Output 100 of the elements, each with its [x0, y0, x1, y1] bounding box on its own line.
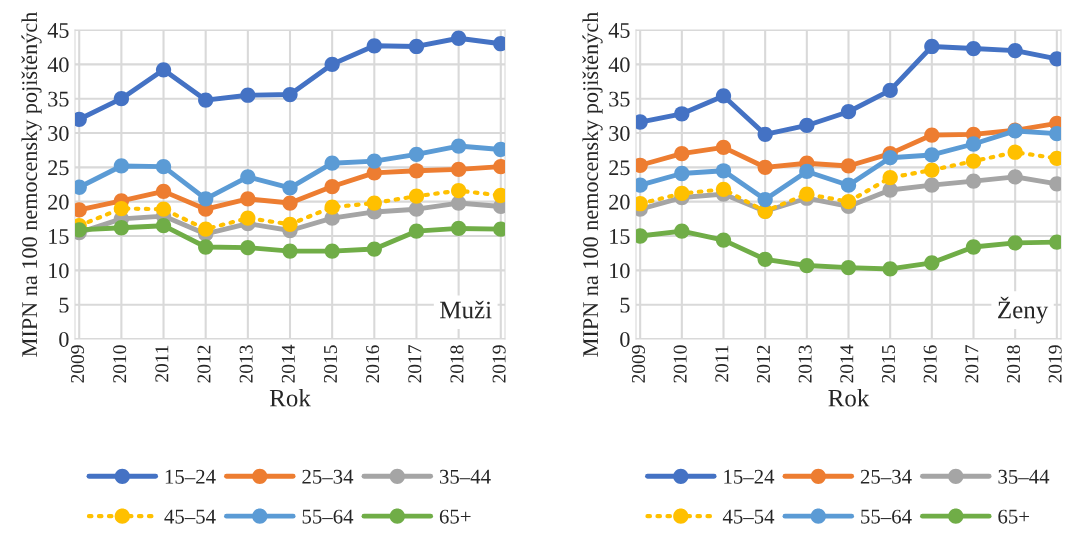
point — [715, 232, 732, 248]
point — [113, 200, 130, 217]
point — [757, 126, 773, 143]
point — [715, 88, 732, 104]
annotation: Muži — [440, 300, 492, 319]
y-tick-label: 5 — [59, 297, 69, 313]
legend-label: 25–34 — [860, 469, 912, 484]
point — [450, 161, 467, 178]
point — [757, 251, 773, 267]
point — [324, 243, 340, 259]
point — [155, 201, 172, 217]
x-tick-label: 2017 — [965, 345, 979, 383]
x-tick-label: 2016 — [923, 345, 937, 383]
y-tick-label: 35 — [48, 91, 69, 107]
x-axis-title: Rok — [269, 389, 311, 407]
point — [674, 165, 690, 182]
point — [757, 159, 773, 175]
point — [198, 92, 214, 108]
point — [282, 216, 298, 232]
x-tick-label: 2011 — [715, 345, 729, 382]
x-tick-label: 2012 — [197, 345, 211, 383]
point — [799, 257, 815, 274]
point — [155, 62, 172, 78]
legend-label: 65+ — [439, 509, 471, 524]
x-tick-label: 2019 — [492, 345, 506, 383]
legend-label: 35–44 — [439, 469, 491, 484]
point — [1007, 169, 1023, 185]
point — [674, 223, 690, 239]
x-tick-label: 2011 — [155, 345, 169, 382]
point — [282, 195, 298, 211]
legend-label: 55–64 — [302, 509, 354, 524]
point — [924, 147, 940, 163]
x-tick-label: 2019 — [1048, 345, 1062, 383]
point — [324, 56, 340, 72]
point — [674, 106, 690, 122]
y-tick-label: 35 — [609, 91, 630, 107]
point — [965, 153, 982, 169]
point — [757, 191, 773, 208]
point — [366, 195, 382, 211]
point — [240, 169, 256, 185]
point — [882, 150, 898, 166]
x-tick-label: 2009 — [631, 345, 646, 383]
point — [674, 145, 690, 162]
point — [366, 241, 382, 257]
x-tick-label: 2016 — [366, 345, 380, 383]
point — [155, 159, 172, 175]
point — [1007, 144, 1023, 160]
x-tick-label: 2010 — [113, 345, 127, 383]
point — [408, 38, 425, 55]
point — [324, 178, 340, 195]
point — [408, 146, 425, 162]
y-tick-label: 45 — [608, 23, 630, 38]
y-axis-title: MIPN na 100 nemocensky pojištěných — [582, 11, 603, 357]
point — [113, 91, 130, 107]
point — [155, 183, 172, 200]
point — [240, 210, 256, 226]
x-tick-label: 2018 — [1006, 345, 1021, 383]
legend-label: 55–64 — [861, 509, 912, 524]
point — [715, 181, 732, 197]
point — [366, 38, 382, 54]
legend-label: 25–34 — [302, 469, 354, 484]
y-tick-label: 10 — [610, 263, 630, 279]
point — [965, 173, 982, 189]
point — [324, 155, 340, 171]
point — [240, 191, 256, 207]
point — [882, 82, 898, 99]
point — [674, 185, 690, 202]
point — [366, 153, 382, 169]
point — [965, 40, 982, 57]
point — [240, 240, 256, 256]
point — [715, 163, 732, 179]
point — [1007, 235, 1023, 251]
point — [799, 186, 815, 202]
point — [324, 199, 340, 215]
point — [450, 220, 467, 237]
y-tick-label: 20 — [48, 194, 69, 210]
point — [408, 188, 425, 204]
point — [282, 86, 298, 103]
point — [924, 162, 940, 178]
x-tick-label: 2015 — [323, 345, 338, 383]
point — [840, 158, 857, 174]
legend-label: 15–24 — [724, 469, 775, 484]
point — [924, 255, 940, 271]
point — [113, 158, 130, 174]
point — [113, 220, 130, 236]
point — [924, 127, 940, 143]
annotation: Ženy — [998, 296, 1049, 324]
legend-label: 45–54 — [164, 509, 216, 524]
point — [840, 104, 857, 120]
point — [240, 87, 256, 103]
y-tick-label: 30 — [609, 125, 630, 141]
point — [408, 223, 425, 239]
y-tick-label: 0 — [59, 331, 69, 347]
x-tick-label: 2015 — [881, 345, 896, 383]
legend-label: 35–44 — [998, 469, 1050, 484]
point — [198, 191, 214, 207]
x-tick-label: 2013 — [239, 345, 253, 383]
point — [408, 201, 425, 217]
point — [965, 136, 982, 152]
point — [408, 163, 425, 179]
